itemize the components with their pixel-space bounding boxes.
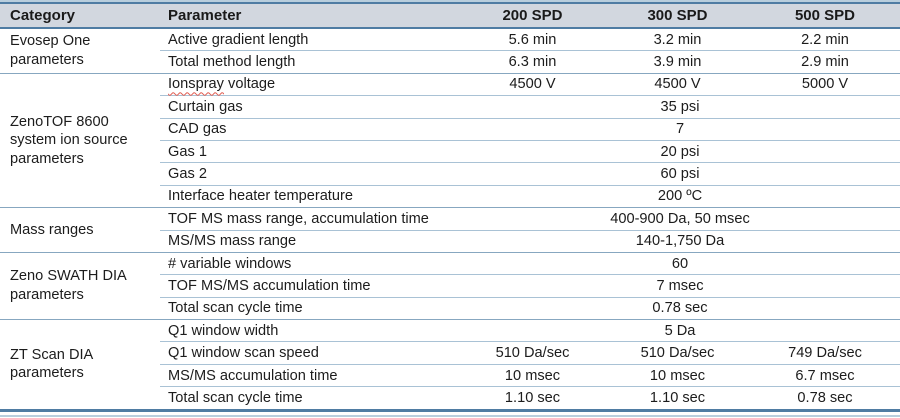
- table-row: Total scan cycle time 0.78 sec: [0, 297, 900, 321]
- parameter-cell: Total scan cycle time: [160, 297, 460, 321]
- table-header: Category Parameter 200 SPD 300 SPD 500 S…: [0, 3, 900, 29]
- parameter-cell: Curtain gas: [160, 95, 460, 119]
- parameter-cell: Q1 window width: [160, 319, 460, 343]
- value-cell-200spd: 6.3 min: [460, 50, 605, 74]
- table-row: Q1 window scan speed 510 Da/sec 510 Da/s…: [0, 341, 900, 365]
- category-cell-zt-scan: ZT Scan DIA parameters: [0, 319, 160, 411]
- value-cell-span: 60 psi: [460, 162, 900, 186]
- bottom-accent-line: [0, 414, 900, 417]
- value-cell-500spd: 2.9 min: [750, 50, 900, 74]
- table-row: ZT Scan DIA parameters Q1 window width 5…: [0, 319, 900, 411]
- value-cell-200spd: 1.10 sec: [504, 389, 561, 406]
- value-cell-span: 35 psi: [460, 95, 900, 119]
- parameter-cell: Interface heater temperature: [160, 185, 460, 209]
- parameter-cell: Ionspray voltage: [160, 73, 460, 97]
- value-cell-300spd: 4500 V: [605, 73, 750, 97]
- value-cell-500spd: 2.2 min: [750, 28, 900, 52]
- value-cell-span: 7 msec: [460, 274, 900, 298]
- parameter-cell: Gas 1: [160, 140, 460, 164]
- value-cell-500spd: 0.78 sec: [797, 389, 853, 406]
- table-row: Mass ranges TOF MS mass range, accumulat…: [0, 207, 900, 253]
- value-cell-300spd: 510 Da/sec: [605, 341, 750, 365]
- parameter-cell: MS/MS mass range: [160, 230, 460, 253]
- parameter-cell: Q1 window scan speed: [160, 341, 460, 365]
- category-cell-mass-ranges: Mass ranges: [0, 207, 160, 253]
- table-row: ZenoTOF 8600 system ion source parameter…: [0, 73, 900, 209]
- value-cell-200spd: 10 msec: [460, 364, 605, 388]
- category-cell-evosep: Evosep One parameters: [0, 28, 160, 74]
- category-cell-zeno-swath: Zeno SWATH DIA parameters: [0, 252, 160, 321]
- col-header-category: Category: [0, 3, 160, 29]
- parameter-cell: Active gradient length: [160, 28, 460, 52]
- value-cell-300spd: 3.9 min: [605, 50, 750, 74]
- value-cell-200spd: 5.6 min: [460, 28, 605, 52]
- table-row: TOF MS/MS accumulation time 7 msec: [0, 274, 900, 298]
- table-row: MS/MS accumulation time 10 msec 10 msec …: [0, 364, 900, 388]
- value-cell-500spd: 5000 V: [750, 73, 900, 97]
- value-cell-span: 140-1,750 Da: [460, 230, 900, 253]
- value-cell-500spd: 749 Da/sec: [750, 341, 900, 365]
- table-row: Interface heater temperature 200 ºC: [0, 185, 900, 209]
- value-cell-span: 5 Da: [460, 319, 900, 343]
- header-row: Category Parameter 200 SPD 300 SPD 500 S…: [0, 3, 900, 29]
- table-row: Gas 2 60 psi: [0, 162, 900, 186]
- col-header-parameter: Parameter: [160, 3, 460, 29]
- parameter-cell: MS/MS accumulation time: [160, 364, 460, 388]
- table-row: Curtain gas 35 psi: [0, 95, 900, 119]
- table-row: Evosep One parameters Active gradient le…: [0, 28, 900, 74]
- parameter-cell: Gas 2: [160, 162, 460, 186]
- table-row: CAD gas 7: [0, 118, 900, 141]
- table-row: Total scan cycle time 1.10 sec 1.10 sec …: [0, 387, 900, 410]
- value-cell-span: 400-900 Da, 50 msec: [460, 207, 900, 231]
- value-cell-span: 200 ºC: [460, 185, 900, 209]
- table-row: MS/MS mass range 140-1,750 Da: [0, 230, 900, 253]
- value-cell-300spd: 3.2 min: [605, 28, 750, 52]
- value-cell-200spd: 4500 V: [460, 73, 605, 97]
- parameter-cell: Total method length: [160, 50, 460, 74]
- value-cell-span: 0.78 sec: [460, 297, 900, 321]
- value-cell-200spd: 510 Da/sec: [460, 341, 605, 365]
- table-row: Zeno SWATH DIA parameters # variable win…: [0, 252, 900, 321]
- value-cell-span: 7: [460, 118, 900, 141]
- parameter-text: voltage: [223, 76, 276, 93]
- spellcheck-flagged-word: Ionspray: [168, 76, 224, 93]
- value-cell-500spd: 6.7 msec: [750, 364, 900, 388]
- category-cell-zenotof: ZenoTOF 8600 system ion source parameter…: [0, 73, 160, 209]
- parameter-cell: TOF MS mass range, accumulation time: [160, 207, 460, 231]
- value-cell-300spd: 10 msec: [605, 364, 750, 388]
- col-header-200spd: 200 SPD: [460, 3, 605, 29]
- parameter-cell: CAD gas: [160, 118, 460, 141]
- parameter-cell: Total scan cycle time: [168, 389, 303, 406]
- col-header-500spd: 500 SPD: [750, 3, 900, 29]
- parameter-cell: # variable windows: [160, 252, 460, 276]
- value-cell-span: 60: [460, 252, 900, 276]
- top-accent-line: [0, 0, 900, 2]
- col-header-300spd: 300 SPD: [605, 3, 750, 29]
- table-row: Gas 1 20 psi: [0, 140, 900, 164]
- value-cell-300spd: 1.10 sec: [649, 389, 706, 406]
- parameter-cell: TOF MS/MS accumulation time: [160, 274, 460, 298]
- table-body: Evosep One parameters Active gradient le…: [0, 28, 900, 411]
- table-row: Total method length 6.3 min 3.9 min 2.9 …: [0, 50, 900, 74]
- value-cell-span: 20 psi: [460, 140, 900, 164]
